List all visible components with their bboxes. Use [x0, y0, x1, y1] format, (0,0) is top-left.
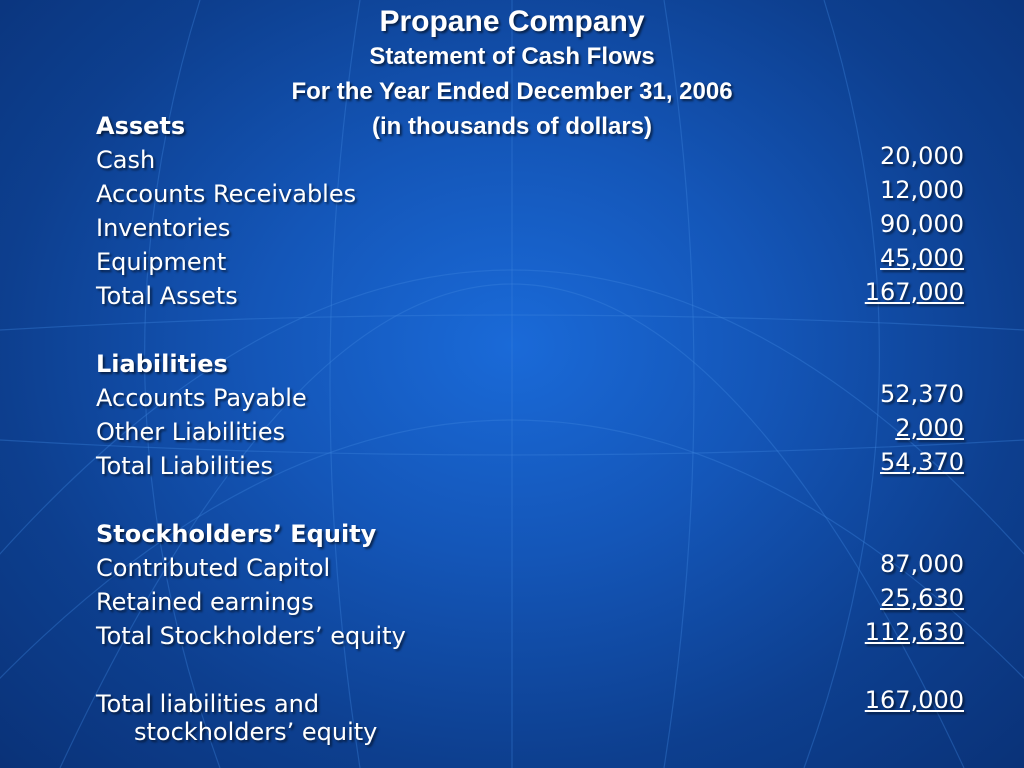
- company-title: Propane Company: [379, 5, 645, 38]
- grand-total-label-line2: stockholders’ equity: [134, 718, 378, 746]
- row-label: Inventories: [96, 214, 231, 242]
- row-label: Equipment: [96, 248, 227, 276]
- total-liabilities-row: Total Liabilities 54,370: [96, 448, 964, 486]
- row-amount: 45,000: [880, 244, 964, 272]
- statement-title: Statement of Cash Flows: [369, 43, 655, 70]
- row-amount: 12,000: [880, 176, 964, 204]
- row-amount: 52,370: [880, 380, 964, 408]
- row-amount: 167,000: [864, 278, 964, 306]
- section-heading-assets: Assets: [96, 112, 186, 140]
- grand-total-row: Total liabilities and stockholders’ equi…: [96, 686, 964, 752]
- row-label: Other Liabilities: [96, 418, 286, 446]
- row-label: Total Assets: [96, 282, 238, 310]
- statement-header: Propane Company Statement of Cash Flows …: [0, 4, 1024, 144]
- section-heading-equity: Stockholders’ Equity: [96, 520, 377, 548]
- row-label: Cash: [96, 146, 156, 174]
- row-label: Contributed Capitol: [96, 554, 331, 582]
- table-row: Retained earnings 25,630: [96, 584, 964, 622]
- row-label: Total Stockholders’ equity: [96, 622, 406, 650]
- table-row: Accounts Payable 52,370: [96, 380, 964, 418]
- row-label: Accounts Receivables: [96, 180, 357, 208]
- total-equity-row: Total Stockholders’ equity 112,630: [96, 618, 964, 656]
- row-amount: 112,630: [864, 618, 964, 646]
- section-heading-liabilities: Liabilities: [96, 350, 228, 378]
- grand-total-label-line1: Total liabilities and: [96, 690, 320, 718]
- table-row: Inventories 90,000: [96, 210, 964, 248]
- table-row: Contributed Capitol 87,000: [96, 550, 964, 588]
- table-row: Cash 20,000: [96, 142, 964, 180]
- row-amount: 87,000: [880, 550, 964, 578]
- row-amount: 20,000: [880, 142, 964, 170]
- grand-total-amount: 167,000: [864, 686, 964, 714]
- units-note: (in thousands of dollars): [372, 113, 652, 140]
- row-label: Accounts Payable: [96, 384, 307, 412]
- assets-heading-row: Assets: [96, 112, 964, 146]
- row-amount: 54,370: [880, 448, 964, 476]
- row-label: Total Liabilities: [96, 452, 274, 480]
- equity-heading-row: Stockholders’ Equity: [96, 520, 964, 554]
- table-row: Accounts Receivables 12,000: [96, 176, 964, 214]
- liabilities-heading-row: Liabilities: [96, 350, 964, 384]
- row-amount: 90,000: [880, 210, 964, 238]
- row-amount: 2,000: [895, 414, 964, 442]
- row-amount: 25,630: [880, 584, 964, 612]
- table-row: Equipment 45,000: [96, 244, 964, 282]
- total-assets-row: Total Assets 167,000: [96, 278, 964, 316]
- table-row: Other Liabilities 2,000: [96, 414, 964, 452]
- period-subtitle: For the Year Ended December 31, 2006: [291, 78, 733, 105]
- row-label: Retained earnings: [96, 588, 314, 616]
